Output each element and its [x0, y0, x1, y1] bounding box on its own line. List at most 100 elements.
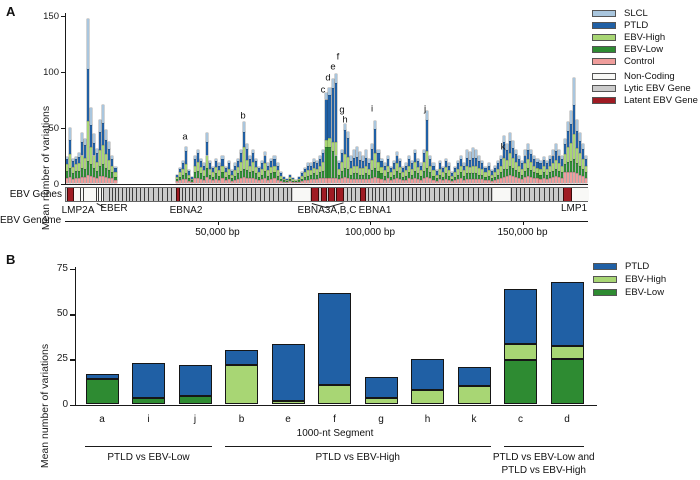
track-gene-boundary [144, 187, 145, 201]
bar-slice-ebv-low [463, 175, 466, 181]
bar-slice-slcl [252, 149, 255, 154]
bar-slice-ebv-low [178, 176, 181, 181]
bar-slice-ebv-high [472, 165, 475, 174]
bar-slice-ebv-low [395, 171, 398, 178]
bar-slice-ebv-low [310, 174, 313, 179]
bar-slice-control [184, 179, 187, 184]
bar-slice-control [83, 176, 86, 184]
bar-slice-control [239, 177, 242, 184]
bar-slice-ebv-low [181, 174, 184, 179]
bar-slice-slcl [368, 158, 371, 164]
bar-slice-control [478, 179, 481, 184]
panel-a-y-tick-label: 50 [48, 122, 59, 134]
bar-slice-control [576, 173, 579, 184]
bar-slice-slcl [554, 144, 557, 152]
bar-slice-ebv-low [453, 176, 456, 181]
bar-slice-slcl [203, 163, 206, 166]
bar-slice-slcl [371, 144, 374, 149]
track-gene-boundary [354, 187, 356, 201]
bar-slice-ptld [276, 165, 279, 171]
track-gene-boundary [428, 187, 430, 201]
bar-slice-ebv-high [567, 146, 570, 163]
track-latent-block [328, 187, 335, 201]
bar-slice-ebv-low [227, 174, 230, 179]
bar-slice-control [527, 175, 530, 184]
bar-slice-control [224, 180, 227, 184]
bar-slice-ptld [200, 161, 203, 167]
legend-swatch-control [592, 58, 616, 65]
track-latent-block [336, 187, 345, 201]
peak-label-h: h [342, 114, 348, 126]
bar-slice-ebv-low [524, 171, 527, 177]
bar-slice-ebv-high [438, 168, 441, 175]
bar-slice-slcl [102, 105, 105, 123]
bar-slice-ebv-high [426, 151, 429, 168]
bar-slice-ebv-low [114, 176, 117, 181]
bar-slice-slcl [542, 156, 545, 160]
bar-slice-slcl [313, 158, 316, 163]
bar-slice-ptld [236, 161, 239, 167]
panel-a-label: A [6, 4, 16, 19]
bar-slice-slcl [518, 155, 521, 159]
bar-slice-control [190, 182, 193, 184]
bar-slice-ebv-high [487, 170, 490, 176]
bar-slice-ptld [563, 144, 567, 155]
bar-slice-ptld [184, 151, 187, 165]
bar-slice-ebv-high [511, 157, 515, 168]
bar-slice-ptld [493, 167, 496, 173]
bar-slice-ebv-high [496, 168, 499, 175]
bar-slice-ptld [567, 130, 570, 147]
bar-slice-ebv-low [313, 173, 316, 179]
bar-slice-control [279, 181, 282, 184]
bar-slice-ptld [282, 176, 285, 179]
bar-slice-ebv-low [432, 175, 435, 181]
bar-slice-control [86, 174, 89, 184]
track-gene-boundary [192, 187, 194, 201]
bar-slice-ptld [83, 145, 86, 158]
bar-slice-slcl [74, 156, 77, 159]
track-gene-boundary [232, 187, 234, 201]
bar-slice-ebv-low [184, 173, 187, 179]
bar-slice-control [178, 180, 181, 184]
peak-label-a: a [182, 131, 188, 143]
bar-slice-control [245, 177, 249, 184]
panel-b-y-tick [70, 314, 75, 316]
bar-slice-ebv-low [582, 168, 585, 176]
bar-slice-ebv-low [487, 175, 490, 181]
bar-slice-ebv-low [401, 176, 404, 181]
bar-slice-ebv-high [493, 172, 496, 177]
track-gene-boundary [533, 187, 535, 201]
bar-slice-ebv-high [444, 166, 447, 174]
bar-slice-ebv-high [264, 163, 267, 172]
bar-slice-ebv-low [423, 171, 426, 178]
bar-slice-slcl [407, 155, 411, 159]
bar-slice-control [252, 177, 255, 184]
bar-slice-slcl [276, 163, 279, 166]
bar-slice-ptld [190, 176, 193, 179]
bar-slice-ptld [573, 105, 576, 135]
track-gene-boundary [394, 187, 396, 201]
bar-slice-control [539, 179, 542, 184]
bar-slice-ebv-low [65, 171, 68, 178]
track-gene-boundary [472, 187, 474, 201]
bar-slice-ebv-high [554, 159, 557, 169]
bar-slice-control [89, 175, 93, 184]
bar-slice-control [337, 179, 340, 184]
track-gene-boundary [424, 187, 426, 201]
bar-slice-slcl [374, 120, 377, 129]
bar-slice-control [469, 179, 472, 184]
bar-e-ptld [271, 344, 305, 401]
bar-slice-slcl [184, 146, 187, 151]
bar-slice-ptld [74, 158, 77, 165]
bar-slice-control [102, 175, 105, 184]
bar-slice-ebv-high [331, 142, 334, 151]
bar-slice-ptld [438, 163, 441, 169]
gene-label-lmp2a: LMP2A [61, 205, 95, 216]
bar-slice-ptld [380, 161, 383, 167]
legend-label: EBV-High [624, 32, 666, 43]
bar-slice-slcl [499, 155, 502, 159]
bar-slice-control [368, 179, 371, 184]
bar-slice-control [96, 177, 99, 184]
legend-label: Control [624, 56, 655, 67]
bar-slice-control [233, 180, 236, 184]
